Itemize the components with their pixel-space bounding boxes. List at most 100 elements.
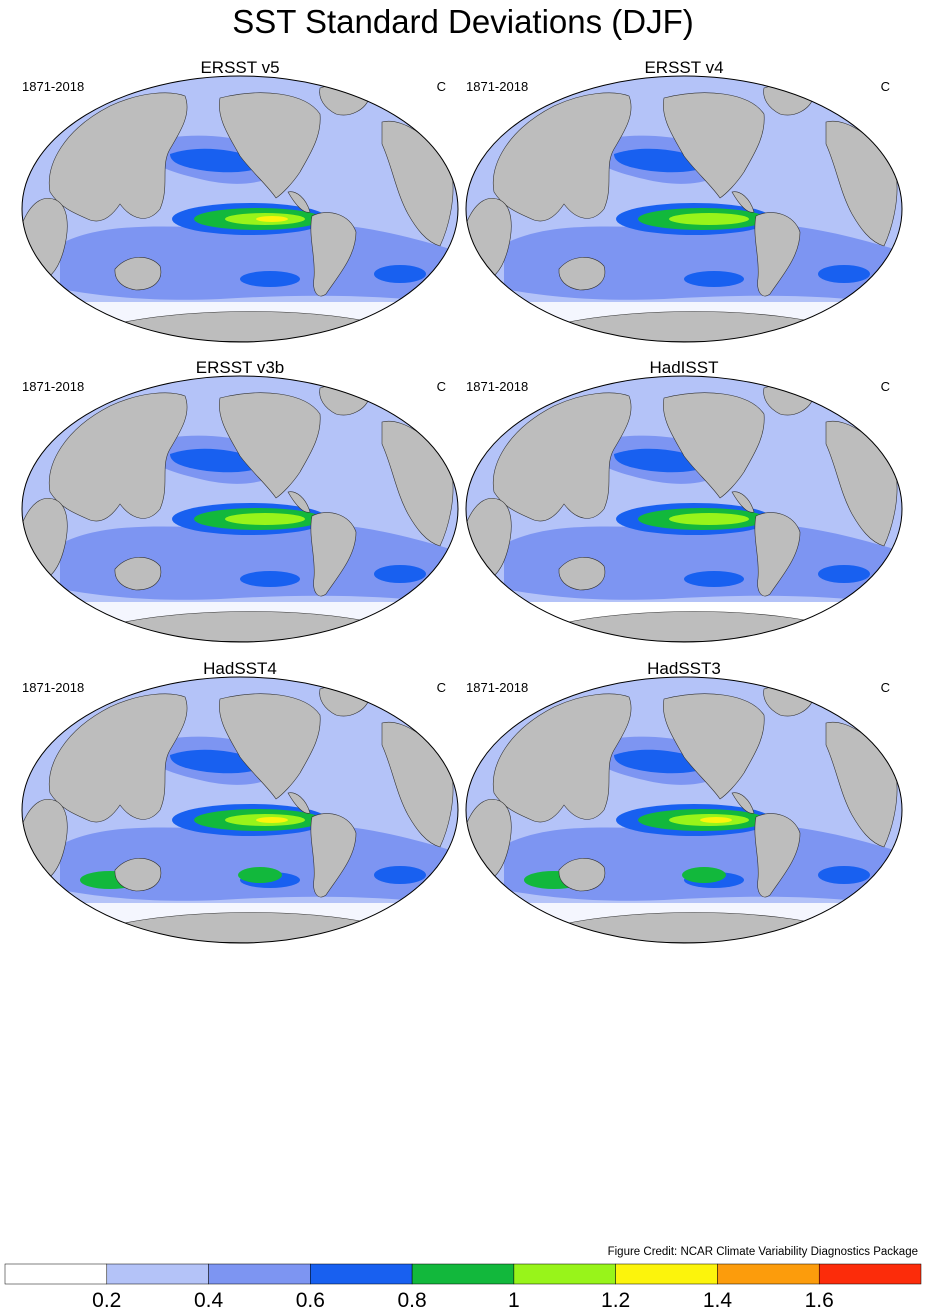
- australia-landmass: [558, 257, 606, 291]
- sst-region-southern-green: [682, 867, 726, 883]
- panel-title: ERSST v5: [200, 58, 280, 77]
- sst-region-south-pacific: [240, 271, 300, 287]
- sst-region-equatorial-core: [669, 213, 749, 225]
- colorbar-tick-label: 0.4: [193, 1289, 224, 1312]
- asia-europe-landmass: [492, 392, 632, 522]
- colorbar-tick-label: 0.6: [295, 1289, 325, 1312]
- australia-landmass: [558, 557, 606, 591]
- sst-region-south-atlantic: [374, 866, 426, 884]
- colorbar-tick-label: 1.4: [702, 1289, 733, 1312]
- sst-region-moderate: [60, 824, 450, 905]
- colorbar-bin: [106, 1263, 209, 1285]
- panel-period: 1871-2018: [466, 680, 529, 695]
- asia-europe-landmass: [48, 92, 188, 222]
- north-america-landmass: [663, 392, 765, 499]
- panel-units: C: [880, 379, 890, 394]
- north-america-landmass: [219, 92, 321, 199]
- gulf-land-strip: [731, 191, 755, 213]
- map-panel-ersst-v5: ERSST v5 1871-2018 C: [20, 58, 460, 348]
- map-panel-ersst-v4: ERSST v4 1871-2018 C: [464, 58, 904, 348]
- panel-title: HadSST3: [647, 659, 721, 678]
- sst-region-moderate: [504, 824, 894, 905]
- map-panel-hadsst3: HadSST3 1871-2018 C: [464, 659, 904, 949]
- map-panel-hadisst: HadISST 1871-2018 C: [464, 358, 904, 648]
- colorbar-bin: [411, 1263, 515, 1285]
- colorbar: [4, 1263, 922, 1285]
- colorbar-bin: [717, 1263, 820, 1285]
- sst-region-south-atlantic: [818, 265, 870, 283]
- colorbar-bin: [818, 1263, 922, 1285]
- panel-period: 1871-2018: [466, 379, 529, 394]
- sst-region-south-pacific: [684, 271, 744, 287]
- north-america-landmass: [663, 92, 765, 199]
- sst-region-south-atlantic: [374, 265, 426, 283]
- colorbar-tick-label: 0.2: [92, 1289, 122, 1312]
- sst-map: [465, 75, 903, 343]
- australia-landmass: [114, 557, 162, 591]
- sst-region-south-pacific: [684, 571, 744, 587]
- gulf-land-strip: [287, 491, 311, 513]
- north-america-landmass: [219, 693, 321, 800]
- map-border: [465, 375, 903, 643]
- colorbar-bin: [310, 1263, 413, 1285]
- map-border: [21, 75, 459, 343]
- australia-landmass: [558, 858, 606, 892]
- panel-title: ERSST v4: [644, 58, 724, 77]
- colorbar-bin: [615, 1263, 718, 1285]
- sst-map: [21, 375, 459, 643]
- sst-region-equatorial-peak: [256, 817, 288, 823]
- colorbar-tick-label: 1.6: [804, 1289, 834, 1312]
- colorbar-bin: [513, 1263, 616, 1285]
- panel-units: C: [436, 79, 446, 94]
- panel-units: C: [880, 79, 890, 94]
- page-title: SST Standard Deviations (DJF): [232, 3, 694, 40]
- south-america-landmass: [754, 212, 801, 297]
- south-america-landmass: [310, 512, 357, 597]
- sst-region-south-atlantic: [818, 866, 870, 884]
- sst-region-south-pacific: [240, 571, 300, 587]
- map-border: [21, 375, 459, 643]
- panel-period: 1871-2018: [466, 79, 529, 94]
- map-border: [465, 75, 903, 343]
- colorbar-tick-label: 0.8: [397, 1289, 427, 1312]
- sst-region-equatorial-peak: [256, 216, 288, 222]
- colorbar-tick-label: 1.2: [601, 1289, 631, 1312]
- sst-map: [465, 375, 903, 643]
- south-america-landmass: [310, 212, 357, 297]
- gulf-land-strip: [287, 191, 311, 213]
- sst-region-southern-green: [238, 867, 282, 883]
- panel-title: HadSST4: [203, 659, 277, 678]
- panel-period: 1871-2018: [22, 79, 85, 94]
- map-border: [21, 676, 459, 944]
- south-america-landmass: [310, 813, 357, 898]
- sst-region-equatorial-peak: [700, 817, 732, 823]
- sst-region-equatorial-core: [225, 513, 305, 525]
- map-border: [465, 676, 903, 944]
- map-panel-hadsst4: HadSST4 1871-2018 C: [20, 659, 460, 949]
- map-panel-ersst-v3b: ERSST v3b 1871-2018 C: [20, 358, 460, 648]
- sst-region-moderate: [60, 523, 450, 604]
- sst-region-south-atlantic: [818, 565, 870, 583]
- figure-credit: Figure Credit: NCAR Climate Variability …: [607, 1246, 918, 1258]
- gulf-land-strip: [287, 792, 311, 814]
- sst-region-moderate: [504, 223, 894, 304]
- panel-title: ERSST v3b: [195, 358, 285, 377]
- north-america-landmass: [663, 693, 765, 800]
- colorbar-tick-label: 1: [508, 1289, 520, 1312]
- south-america-landmass: [754, 813, 801, 898]
- colorbar-bin: [4, 1263, 108, 1285]
- panel-period: 1871-2018: [22, 379, 85, 394]
- panel-units: C: [436, 379, 446, 394]
- north-america-landmass: [219, 392, 321, 499]
- gulf-land-strip: [731, 792, 755, 814]
- gulf-land-strip: [731, 491, 755, 513]
- colorbar-bin: [208, 1263, 311, 1285]
- sst-map: [21, 676, 459, 944]
- sst-region-moderate: [60, 223, 450, 304]
- australia-landmass: [114, 257, 162, 291]
- sst-region-south-atlantic: [374, 565, 426, 583]
- panel-units: C: [880, 680, 890, 695]
- sst-map: [21, 75, 459, 343]
- asia-europe-landmass: [492, 92, 632, 222]
- panel-title: HadISST: [649, 358, 719, 377]
